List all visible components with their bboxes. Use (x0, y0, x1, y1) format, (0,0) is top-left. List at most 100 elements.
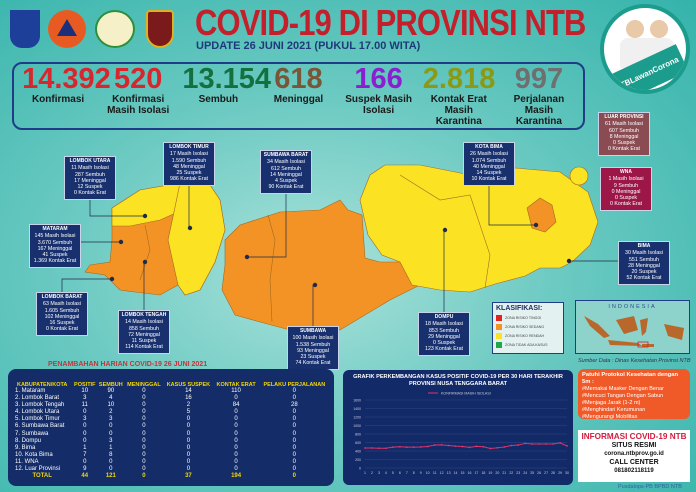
data-point (545, 443, 548, 445)
region-marker (442, 227, 448, 233)
data-point (461, 445, 464, 448)
y-tick-label: 600 (355, 441, 361, 445)
inset-title: INDONESIA (608, 304, 657, 310)
region-stat: 0 Kontak Erat (607, 146, 641, 153)
region-marker (142, 259, 148, 265)
region-stat: 63 Masih Isolasi (43, 301, 81, 308)
data-point (447, 444, 450, 447)
lombok-utara-zone (111, 182, 181, 227)
table-cell: 0 (234, 451, 238, 458)
x-tick-label: 25 (530, 471, 534, 475)
sumbawa-island (221, 164, 599, 331)
column-header: SEMBUH (98, 382, 123, 388)
table-cell: 0 (292, 458, 297, 465)
table-cell: 1 (83, 444, 87, 451)
table-row: 10. Kota Bima 7 8 0 0 0 0 (12, 452, 330, 459)
table-cell: 3 (109, 416, 113, 423)
callout-lombok-timur: LOMBOK TIMUR 17 Masih Isolasi 1.590 Sembuh… (163, 142, 215, 186)
x-tick-label: 19 (488, 471, 492, 475)
region-stat: 853 Sembuh (428, 327, 460, 334)
data-point (538, 443, 541, 445)
police-logo (146, 10, 174, 48)
callout-sumbawa-barat: SUMBAWA BARAT 34 Masih Isolasi 612 Sembuh 1… (260, 150, 312, 194)
data-point (552, 443, 554, 445)
table-title: PENAMBAHAN HARIAN COVID-19 26 JUNI 2021 (48, 361, 208, 368)
website-link[interactable]: corona.ntbprov.go.id (604, 451, 664, 457)
region-stat: 20 Suspek (631, 269, 657, 276)
bpbd-logo (48, 10, 86, 48)
table-cell: 0 (142, 451, 146, 458)
legend-label: ZONA TIDAK ADA KASUS (505, 343, 548, 347)
data-point (489, 447, 492, 450)
region-stat: 17 Masih Isolasi (170, 151, 208, 158)
table-cell: 110 (231, 388, 241, 394)
region-stat: 1.074 Sembuh (471, 157, 507, 164)
page-title: COVID-19 DI PROVINSI NTB (195, 2, 586, 43)
table-cell: 6. Sumbawa Barat (15, 423, 65, 430)
region-stat: 0 Kontak Erat (45, 326, 79, 333)
column-header: KONTAK ERAT (216, 382, 256, 388)
data-point (426, 445, 429, 448)
total-cell: 37 (185, 473, 192, 480)
x-tick-label: 6 (399, 471, 401, 475)
total-cell: 194 (231, 473, 242, 480)
table-cell: 0 (234, 423, 238, 430)
y-tick-label: 1200 (353, 416, 361, 420)
data-point (524, 442, 527, 445)
data-source: Sumber Data : Dinas Kesehatan Provinsi N… (578, 358, 691, 364)
stat-value: 166 (354, 63, 403, 95)
stat-label: Kontak Erat Masih Karantina (430, 94, 487, 127)
table-cell: 0 (186, 437, 191, 444)
total-cell: TOTAL (32, 473, 52, 480)
legend-swatch (496, 333, 502, 339)
table-cell: 0 (292, 437, 297, 444)
region-stat: 0 Suspek (432, 340, 456, 347)
column-header: KASUS SUSPEK (166, 382, 211, 388)
stat-5: 2.818 Kontak Erat Masih Karantina (423, 64, 496, 128)
phone-number[interactable]: 081802118119 (614, 468, 654, 474)
table-cell: 3. Lombok Tengah (15, 402, 65, 409)
series-line (365, 442, 568, 449)
x-tick-label: 5 (392, 471, 394, 475)
protocol-item: #Memakai Masker Dengan Benar (582, 386, 664, 392)
table-cell: 0 (186, 466, 191, 473)
table-cell: 0 (142, 388, 146, 394)
table-row: 4. Lombok Utara 0 2 0 5 0 0 (12, 409, 330, 416)
table-row: 11. WNA 0 0 0 0 0 0 (12, 459, 330, 466)
legend-swatch (496, 324, 502, 330)
table-cell: 0 (142, 395, 146, 402)
region-name: SUMBAWA BARAT (263, 152, 309, 158)
table-cell: 5 (186, 409, 191, 416)
callout-lombok-barat: LOMBOK BARAT 63 Masih Isolasi 1.605 Sembuh… (36, 292, 88, 336)
legend-item: ZONA TIDAK ADA KASUS (496, 342, 560, 348)
stat-label: Sembuh (198, 94, 239, 105)
region-stat: 11 Suspek (131, 338, 157, 345)
table-cell: 0 (292, 451, 297, 458)
table-cell: 0 (292, 423, 297, 430)
data-point (517, 444, 520, 446)
table-row: 12. Luar Provinsi 9 0 0 0 0 0 (12, 466, 330, 473)
legend-label: ZONA RISIKO RENDAH (505, 334, 545, 338)
table-cell: 11 (81, 402, 88, 409)
x-tick-label: 20 (495, 471, 499, 475)
region-stat: 29 Meninggal (428, 333, 460, 340)
callout-mataram: MATARAM 145 Masih Isolasi 3.670 Sembuh 167 … (29, 224, 81, 268)
legend-swatch (496, 315, 502, 321)
stat-label: Suspek Masih Isolasi (345, 94, 412, 116)
region-marker (244, 254, 250, 260)
protocol-item: #Menjaga Jarak (1-2 m) (582, 400, 641, 406)
table-cell: 0 (234, 395, 238, 402)
table-cell: 4. Lombok Utara (15, 409, 60, 416)
table-cell: 28 (291, 402, 298, 409)
site-label: SITUS RESMI (611, 442, 657, 449)
legend-item: ZONA RISIKO RENDAH (496, 333, 560, 339)
zone-legend: KLASIFIKASI: ZONA RISIKO TINGGI ZONA RISI… (492, 302, 564, 354)
region-name: LOMBOK BARAT (41, 294, 83, 300)
region-stat: 0 Meninggal (611, 188, 641, 195)
legend-item: ZONA RISIKO SEDANG (496, 324, 560, 330)
campaign-badge: #NTBLawanCorona (600, 4, 690, 94)
vice-governor-portrait (650, 20, 668, 38)
region-stat: 986 Kontak Erat (170, 176, 208, 183)
total-cell: 0 (142, 473, 146, 480)
data-point (371, 447, 373, 449)
